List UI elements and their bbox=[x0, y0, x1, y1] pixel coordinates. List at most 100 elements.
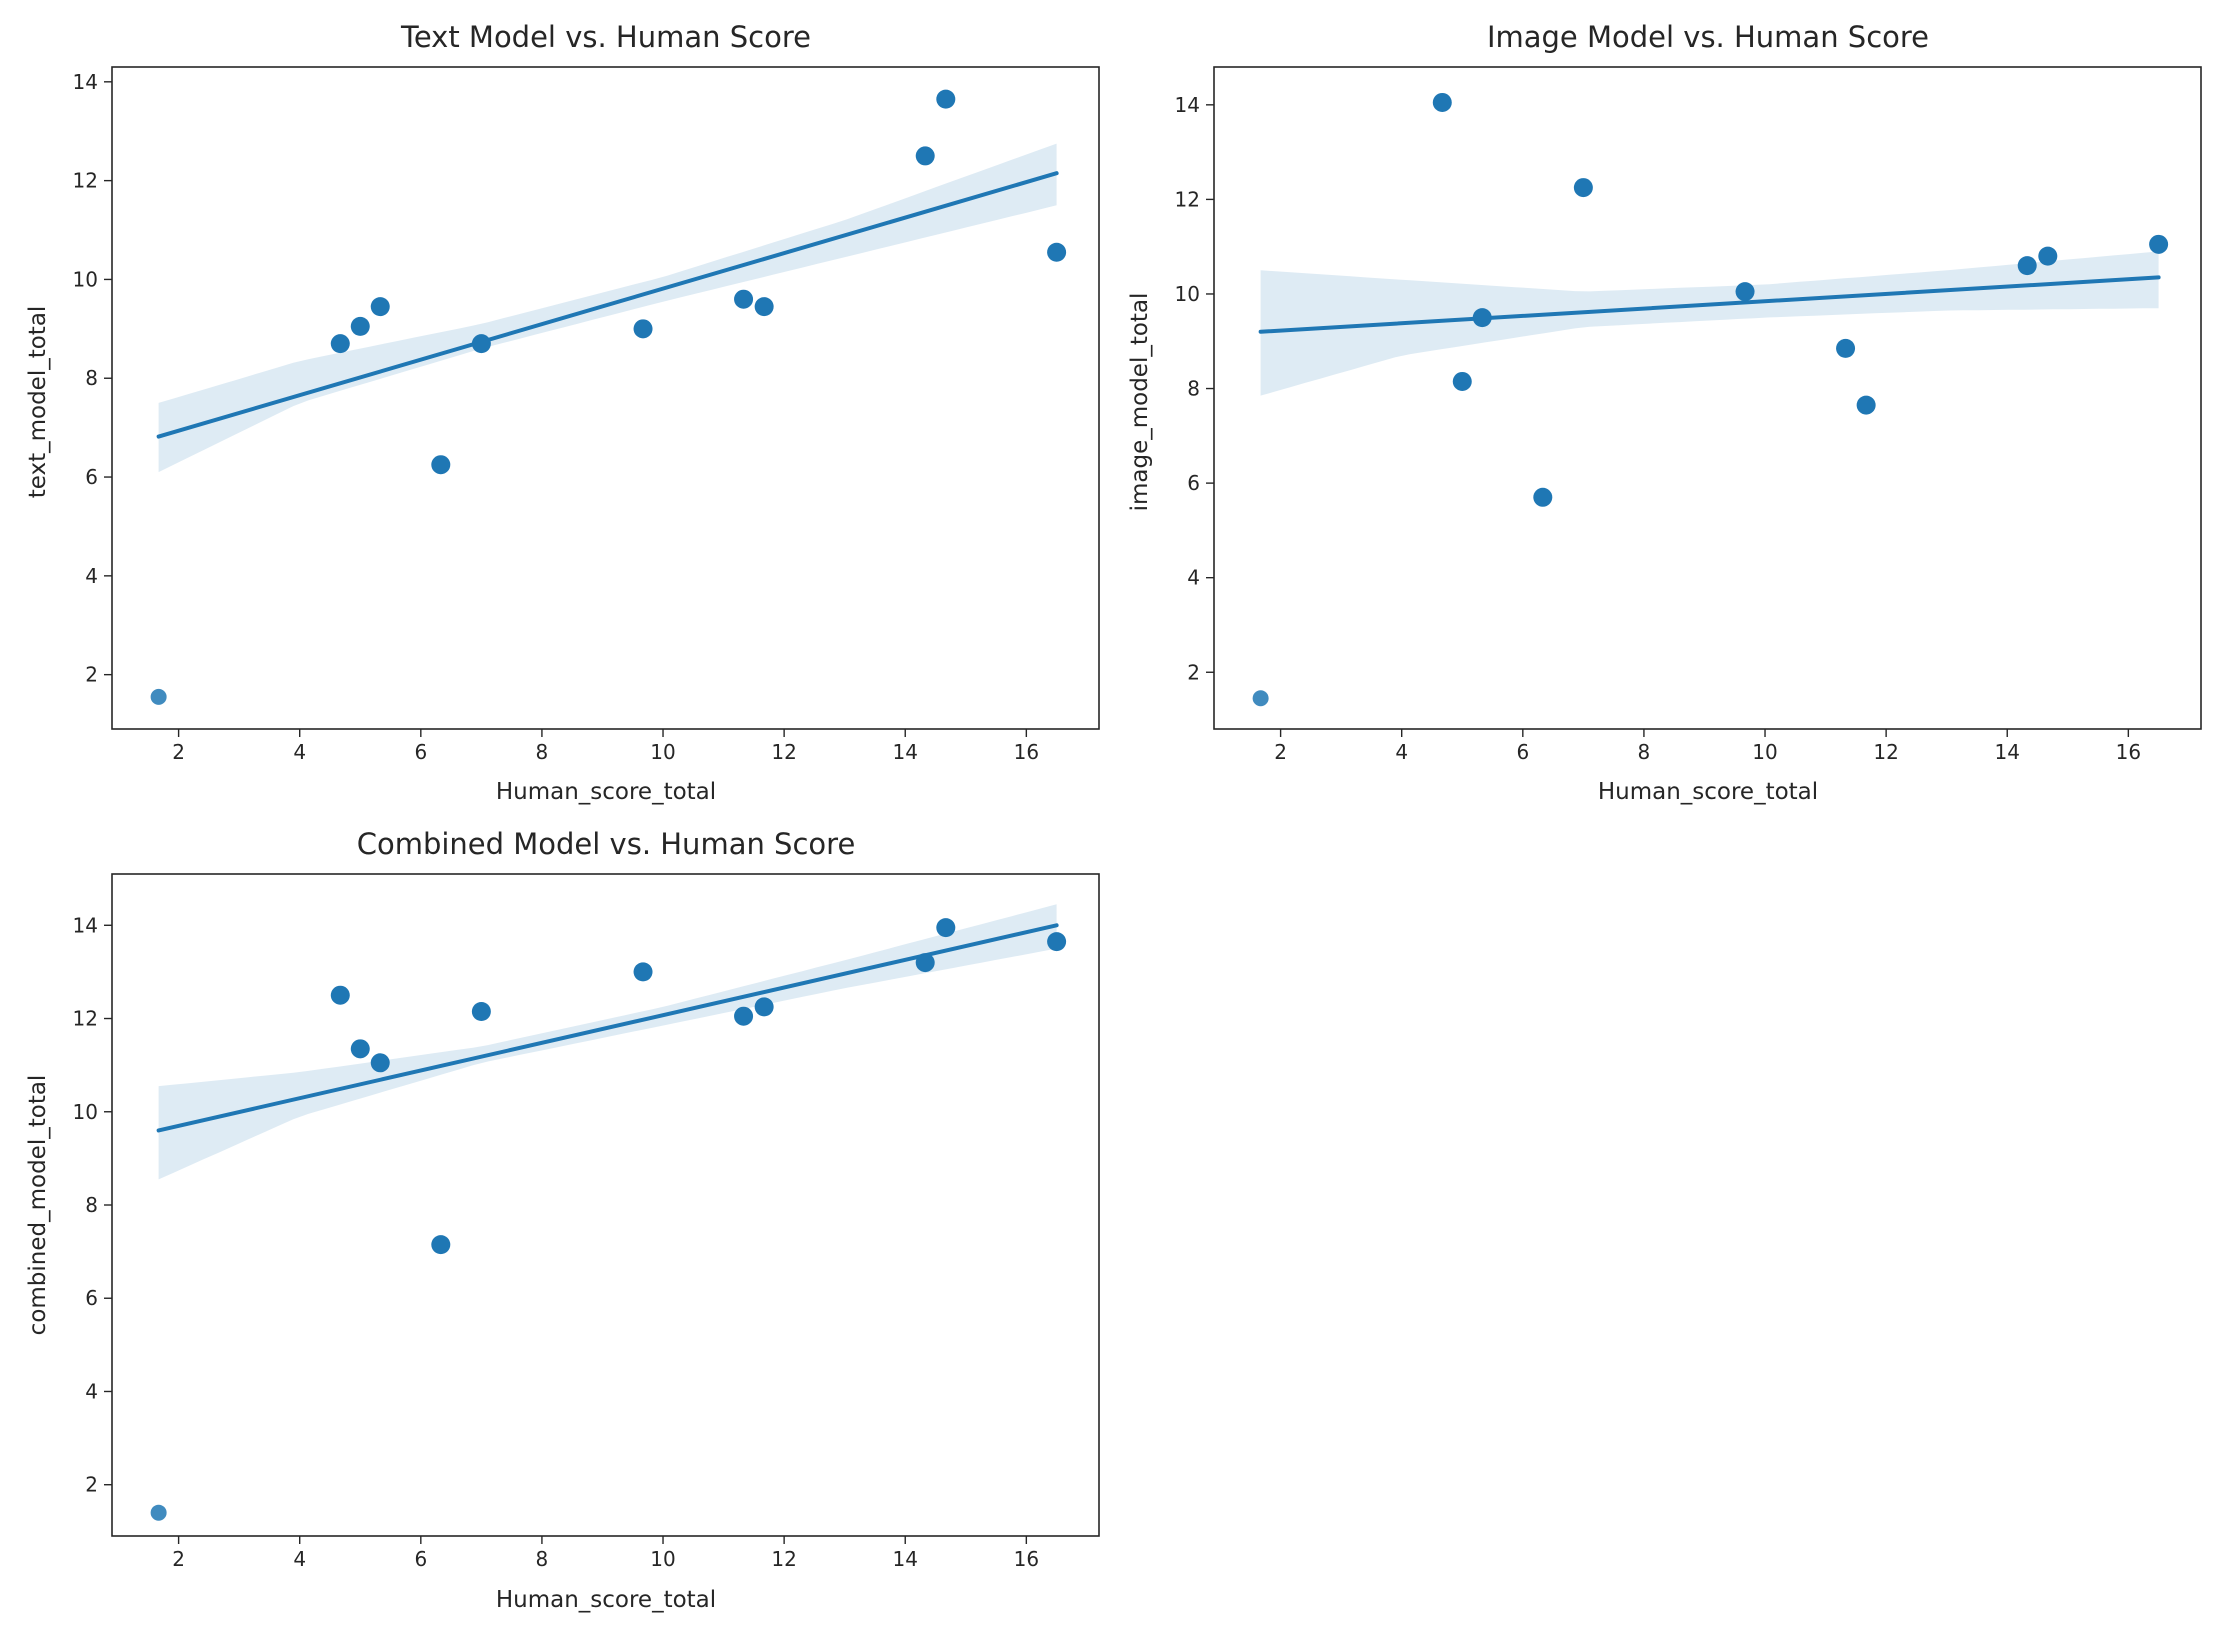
axes-frame bbox=[111, 66, 1100, 730]
scatter-point bbox=[936, 89, 956, 109]
y-tick-label: 4 bbox=[1187, 566, 1200, 590]
y-tick-label: 2 bbox=[1187, 660, 1200, 684]
y-tick-label: 8 bbox=[85, 1193, 98, 1217]
y-tick-label: 10 bbox=[1175, 282, 1200, 306]
plot-area bbox=[1252, 92, 2169, 707]
scatter-point bbox=[370, 297, 390, 317]
x-tick-label: 12 bbox=[771, 1547, 796, 1571]
y-tick-label: 12 bbox=[73, 1007, 98, 1031]
scatter-point bbox=[330, 985, 350, 1005]
chart-title: Image Model vs. Human Score bbox=[1487, 20, 1929, 54]
y-tick-label: 10 bbox=[73, 1100, 98, 1124]
image-model-panel: Image Model vs. Human Score Human_score_… bbox=[1127, 20, 2202, 805]
scatter-point bbox=[2017, 256, 2037, 276]
scatter-point bbox=[915, 146, 935, 166]
y-axis-label: combined_model_total bbox=[25, 1075, 51, 1336]
y-tick-label: 12 bbox=[73, 169, 98, 193]
scatter-point bbox=[734, 289, 754, 309]
x-tick-label: 8 bbox=[536, 740, 549, 764]
y-tick-label: 2 bbox=[85, 1473, 98, 1497]
x-axis-label: Human_score_total bbox=[1598, 779, 1818, 805]
x-tick-label: 12 bbox=[771, 740, 796, 764]
scatter-point bbox=[150, 688, 167, 705]
regression-line bbox=[1258, 275, 2161, 334]
x-tick-label: 6 bbox=[414, 740, 427, 764]
scatter-point bbox=[2038, 246, 2058, 266]
regression-line bbox=[156, 171, 1059, 439]
axes-frame bbox=[1213, 66, 2202, 730]
scatter-point bbox=[633, 319, 653, 339]
axis-ticks: 2 4 6 8 10 12 14 16 2 4 6 8 10 12 14 bbox=[73, 913, 1040, 1571]
y-tick-label: 8 bbox=[1187, 377, 1200, 401]
scatter-point bbox=[471, 1002, 491, 1022]
axes-frame bbox=[111, 873, 1100, 1537]
scatter-point bbox=[1573, 178, 1593, 198]
y-tick-label: 14 bbox=[73, 913, 98, 937]
scatter-point bbox=[1047, 932, 1067, 952]
scatter-point bbox=[350, 1039, 370, 1059]
scatter-point bbox=[754, 297, 774, 317]
confidence-band bbox=[158, 143, 1057, 473]
scatter-point bbox=[754, 997, 774, 1017]
x-tick-label: 6 bbox=[414, 1547, 427, 1571]
plot-area bbox=[150, 89, 1067, 705]
x-tick-label: 10 bbox=[650, 740, 675, 764]
y-tick-label: 8 bbox=[85, 366, 98, 390]
scatter-point bbox=[1047, 242, 1067, 262]
x-tick-label: 14 bbox=[893, 1547, 918, 1571]
scatter-point bbox=[915, 953, 935, 973]
scatter-point bbox=[1432, 92, 1452, 112]
scatter-point bbox=[1856, 395, 1876, 415]
axis-ticks: 2 4 6 8 10 12 14 16 2 4 6 8 10 12 14 bbox=[73, 70, 1040, 764]
y-axis-label: image_model_total bbox=[1127, 293, 1153, 512]
y-tick-label: 12 bbox=[1175, 187, 1200, 211]
scatter-point bbox=[1452, 371, 1472, 391]
scatter-point bbox=[936, 918, 956, 938]
x-tick-label: 4 bbox=[293, 1547, 306, 1571]
chart-title: Text Model vs. Human Score bbox=[400, 20, 811, 54]
scatter-point bbox=[150, 1504, 167, 1521]
x-tick-label: 16 bbox=[2116, 740, 2141, 764]
scatter-point bbox=[1735, 282, 1755, 302]
x-tick-label: 12 bbox=[1873, 740, 1898, 764]
x-tick-label: 14 bbox=[1995, 740, 2020, 764]
x-tick-label: 10 bbox=[650, 1547, 675, 1571]
y-tick-label: 4 bbox=[85, 564, 98, 588]
scatter-point bbox=[330, 334, 350, 354]
x-tick-label: 2 bbox=[172, 740, 185, 764]
confidence-band bbox=[1260, 251, 2159, 396]
x-tick-label: 16 bbox=[1014, 740, 1039, 764]
scatter-point bbox=[2149, 234, 2169, 254]
y-axis-label: text_model_total bbox=[25, 306, 51, 499]
x-tick-label: 10 bbox=[1752, 740, 1777, 764]
scatter-point bbox=[734, 1006, 754, 1026]
x-tick-label: 4 bbox=[1395, 740, 1408, 764]
x-tick-label: 8 bbox=[536, 1547, 549, 1571]
chart-title: Combined Model vs. Human Score bbox=[357, 827, 856, 861]
scatter-point bbox=[370, 1053, 390, 1073]
scatter-point bbox=[431, 1235, 451, 1255]
regression-line bbox=[156, 923, 1059, 1133]
y-tick-label: 4 bbox=[85, 1379, 98, 1403]
plot-area bbox=[150, 904, 1067, 1521]
y-tick-label: 6 bbox=[85, 465, 98, 489]
y-tick-label: 2 bbox=[85, 663, 98, 687]
combined-model-panel: Combined Model vs. Human Score Human_sco… bbox=[25, 827, 1100, 1613]
y-tick-label: 10 bbox=[73, 267, 98, 291]
x-tick-label: 16 bbox=[1014, 1547, 1039, 1571]
x-tick-label: 14 bbox=[893, 740, 918, 764]
confidence-band bbox=[158, 904, 1057, 1180]
scatter-point bbox=[1472, 308, 1492, 328]
scatter-point bbox=[471, 334, 491, 354]
x-axis-label: Human_score_total bbox=[496, 1587, 716, 1613]
x-tick-label: 4 bbox=[293, 740, 306, 764]
scatter-point bbox=[350, 316, 370, 336]
y-tick-label: 6 bbox=[85, 1286, 98, 1310]
scatter-point bbox=[1252, 690, 1269, 707]
x-tick-label: 6 bbox=[1516, 740, 1529, 764]
scatter-point bbox=[1836, 338, 1856, 358]
x-tick-label: 2 bbox=[172, 1547, 185, 1571]
scatter-point bbox=[431, 455, 451, 475]
